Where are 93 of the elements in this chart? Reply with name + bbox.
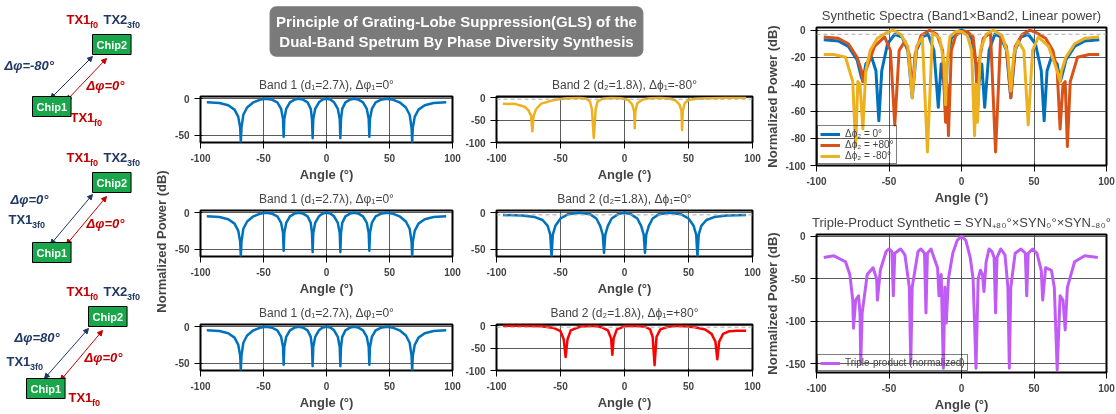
y-tick-label: -50	[471, 115, 486, 127]
y-tick-label: -50	[471, 244, 486, 256]
text: Principle of Grating-Lobe Suppression(GLS) of the Dual-Band Spetrum By Phase Diversity Synthesis	[276, 12, 637, 51]
x-tick-label: -50	[553, 152, 569, 164]
line-series	[205, 211, 448, 257]
x-tick-label: 50	[682, 266, 695, 278]
text: Chip1	[36, 246, 68, 259]
x-tick-label: 0	[621, 380, 628, 392]
text: Δφ=-80°	[3, 57, 55, 73]
y-tick-label: 0	[479, 320, 486, 332]
x-tick-label: -50	[881, 175, 897, 187]
chart-title: Band 1 (d₁=2.7λ), Δφ₁=0°	[259, 191, 395, 206]
y-tick-label: 0	[799, 231, 806, 243]
x-axis-title: Angle (°)	[597, 280, 652, 296]
y-tick-label: -100	[465, 137, 486, 149]
y-tick-label: -50	[175, 244, 190, 256]
x-tick-label: 50	[682, 152, 695, 164]
chart-title: Synthetic Spectra (Band1×Band2, Linear power)	[821, 7, 1102, 23]
x-axis-title: Angle (°)	[597, 394, 652, 410]
y-tick-label: -40	[791, 79, 806, 91]
line-series	[822, 234, 1100, 372]
y-tick-label: -150	[785, 358, 806, 370]
x-axis-title: Angle (°)	[299, 280, 354, 296]
chart-title: Band 1 (d₁=2.7λ), Δφ₁=0°	[259, 77, 395, 92]
text: Chip2	[96, 176, 128, 189]
chart-title: Band 1 (d₁=2.7λ), Δφ₁=0°	[259, 305, 395, 320]
y-tick-label: 0	[183, 207, 190, 219]
x-tick-label: 50	[682, 380, 695, 392]
text: Δφ=80°	[13, 329, 61, 345]
x-tick-label: 0	[323, 266, 330, 278]
y-tick-label: -60	[791, 106, 806, 118]
chart-title: Band 2 (d₂=1.8λ), Δϕ₁=+80°	[550, 305, 699, 320]
y-tick-label: -50	[175, 358, 190, 370]
y-tick-label: 0	[183, 93, 190, 105]
y-axis-title: Normalized Power (dB)	[765, 25, 781, 168]
y-tick-label: -50	[471, 343, 486, 355]
y-tick-label: 0	[479, 207, 486, 219]
x-tick-label: 100	[444, 380, 462, 392]
x-tick-label: 0	[621, 152, 628, 164]
x-tick-label: 50	[383, 380, 396, 392]
x-tick-label: 50	[1028, 382, 1040, 394]
y-tick-label: -100	[785, 160, 806, 172]
x-tick-label: 50	[383, 266, 396, 278]
x-tick-label: 100	[744, 152, 762, 164]
x-tick-label: 100	[444, 266, 462, 278]
text: Δφ=0°	[83, 349, 124, 365]
x-tick-label: 100	[1098, 382, 1116, 394]
x-tick-label: -50	[256, 152, 272, 164]
text: Chip1	[36, 100, 68, 113]
x-tick-label: 50	[1028, 175, 1040, 187]
x-tick-label: 0	[958, 175, 965, 187]
x-tick-label: 100	[1098, 175, 1116, 187]
text: Δφ=0°	[85, 215, 126, 231]
line-series	[501, 324, 748, 367]
x-axis-title: Angle (°)	[299, 166, 354, 182]
text: Chip2	[96, 38, 128, 51]
chart-title: Band 2 (d₂=1.8λ), Δϕ₁=-80°	[552, 77, 698, 92]
line-series	[501, 96, 748, 140]
line-series	[205, 325, 448, 371]
x-axis-title: Angle (°)	[934, 396, 989, 412]
y-tick-label: 0	[183, 321, 190, 333]
y-tick-label: -20	[791, 52, 806, 64]
y-tick-label: -100	[465, 365, 486, 377]
x-axis-title: Angle (°)	[934, 189, 989, 205]
x-tick-label: -50	[256, 266, 272, 278]
y-tick-label: -80	[791, 133, 806, 145]
text: Chip2	[92, 310, 124, 323]
x-tick-label: 100	[744, 380, 762, 392]
x-tick-label: 0	[323, 152, 330, 164]
x-tick-label: 0	[958, 382, 965, 394]
y-tick-label: -50	[175, 130, 190, 142]
y-axis-title: Normalized Power (dB)	[154, 170, 169, 313]
text: Chip1	[30, 382, 62, 395]
chart-title: Band 2 (d₂=1.8λ), Δϕ₁=0°	[557, 191, 692, 206]
line-series	[205, 97, 448, 143]
x-tick-label: -50	[553, 266, 569, 278]
x-tick-label: 0	[323, 380, 330, 392]
x-tick-label: 100	[444, 152, 462, 164]
text: Δφ=0°	[9, 191, 50, 207]
x-tick-label: -50	[881, 382, 897, 394]
y-tick-label: -100	[785, 316, 806, 328]
chart-title: Triple-Product Synthetic = SYN₊₈₀°×SYN₀°×SYN₋₈₀°	[812, 214, 1112, 230]
x-tick-label: -50	[256, 380, 272, 392]
x-tick-label: -50	[553, 380, 569, 392]
text: Δφ=0°	[85, 77, 126, 93]
x-tick-label: 50	[383, 152, 396, 164]
y-axis-title: Normalized Power (dB)	[765, 232, 781, 375]
x-tick-label: 100	[744, 266, 762, 278]
x-axis-title: Angle (°)	[597, 166, 652, 182]
y-tick-label: 0	[479, 92, 486, 104]
x-axis-title: Angle (°)	[299, 394, 354, 410]
y-tick-label: 0	[799, 25, 806, 37]
x-tick-label: 0	[621, 266, 628, 278]
